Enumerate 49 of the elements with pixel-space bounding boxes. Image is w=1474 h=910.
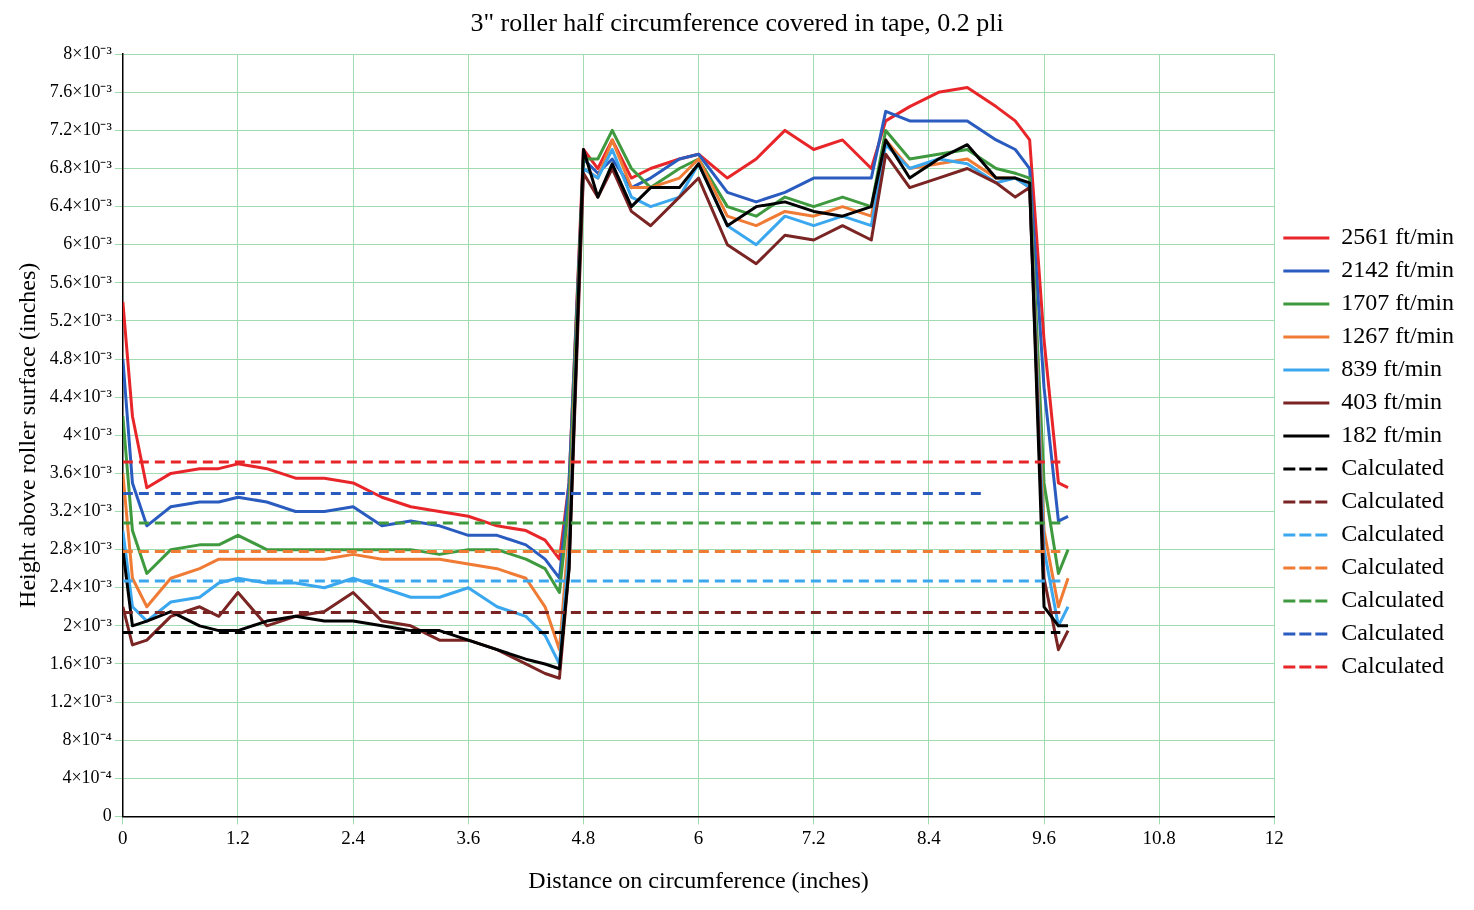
- y-tick-label: 6.8×10⁻³: [49, 157, 113, 178]
- legend-label: Calculated: [1341, 454, 1444, 481]
- legend-label: 1267 ft/min: [1341, 322, 1455, 349]
- y-tick-label: 4.8×10⁻³: [49, 347, 113, 368]
- y-tick-label: 2×10⁻³: [63, 614, 113, 635]
- y-tick-label: 1.2×10⁻³: [49, 690, 113, 711]
- x-tick-label: 12: [1264, 826, 1284, 848]
- x-tick-label: 2.4: [341, 826, 366, 848]
- y-tick-label: 8×10⁻³: [63, 42, 113, 63]
- x-tick-label: 1.2: [226, 826, 250, 848]
- legend-label: Calculated: [1341, 586, 1444, 613]
- legend-label: Calculated: [1341, 520, 1444, 547]
- legend-label: Calculated: [1341, 487, 1444, 514]
- y-tick-label: 4×10⁻⁴: [62, 767, 112, 788]
- legend-label: 839 ft/min: [1341, 355, 1443, 382]
- x-tick-label: 3.6: [456, 826, 481, 848]
- y-tick-label: 0: [102, 805, 112, 826]
- y-tick-label: 4.4×10⁻³: [49, 385, 113, 406]
- legend-label: Calculated: [1341, 619, 1444, 646]
- legend-label: 1707 ft/min: [1341, 289, 1455, 316]
- x-tick-label: 7.2: [801, 826, 826, 848]
- y-tick-label: 4×10⁻³: [63, 424, 113, 445]
- y-tick-label: 5.6×10⁻³: [49, 271, 113, 292]
- y-tick-label: 2.4×10⁻³: [49, 576, 113, 597]
- x-tick-label: 4.8: [571, 826, 596, 848]
- y-axis-title: Height above roller surface (inches): [13, 262, 40, 608]
- y-tick-label: 3.2×10⁻³: [49, 500, 113, 521]
- y-tick-label: 8×10⁻⁴: [62, 728, 112, 749]
- y-tick-label: 2.8×10⁻³: [49, 538, 113, 559]
- x-tick-label: 10.8: [1142, 826, 1176, 848]
- legend-label: 403 ft/min: [1341, 388, 1443, 415]
- y-tick-label: 5.2×10⁻³: [49, 309, 113, 330]
- x-tick-label: 0: [118, 826, 128, 848]
- legend-label: 2561 ft/min: [1341, 223, 1455, 250]
- y-tick-label: 3.6×10⁻³: [49, 462, 113, 483]
- chart-title: 3" roller half circumference covered in tape, 0.2 pli: [470, 8, 1004, 38]
- legend-label: Calculated: [1341, 553, 1444, 580]
- y-tick-label: 7.2×10⁻³: [49, 119, 113, 140]
- y-tick-label: 6×10⁻³: [63, 233, 113, 254]
- legend-label: Calculated: [1341, 652, 1444, 679]
- legend-label: 2142 ft/min: [1341, 256, 1455, 283]
- x-tick-label: 9.6: [1032, 826, 1056, 848]
- y-tick-label: 7.6×10⁻³: [49, 81, 113, 102]
- y-tick-label: 1.6×10⁻³: [49, 652, 113, 673]
- x-tick-label: 6: [693, 826, 704, 848]
- x-tick-label: 8.4: [917, 826, 942, 848]
- legend-label: 182 ft/min: [1341, 421, 1443, 448]
- x-axis-title: Distance on circumference (inches): [528, 866, 869, 893]
- y-tick-label: 6.4×10⁻³: [49, 195, 113, 216]
